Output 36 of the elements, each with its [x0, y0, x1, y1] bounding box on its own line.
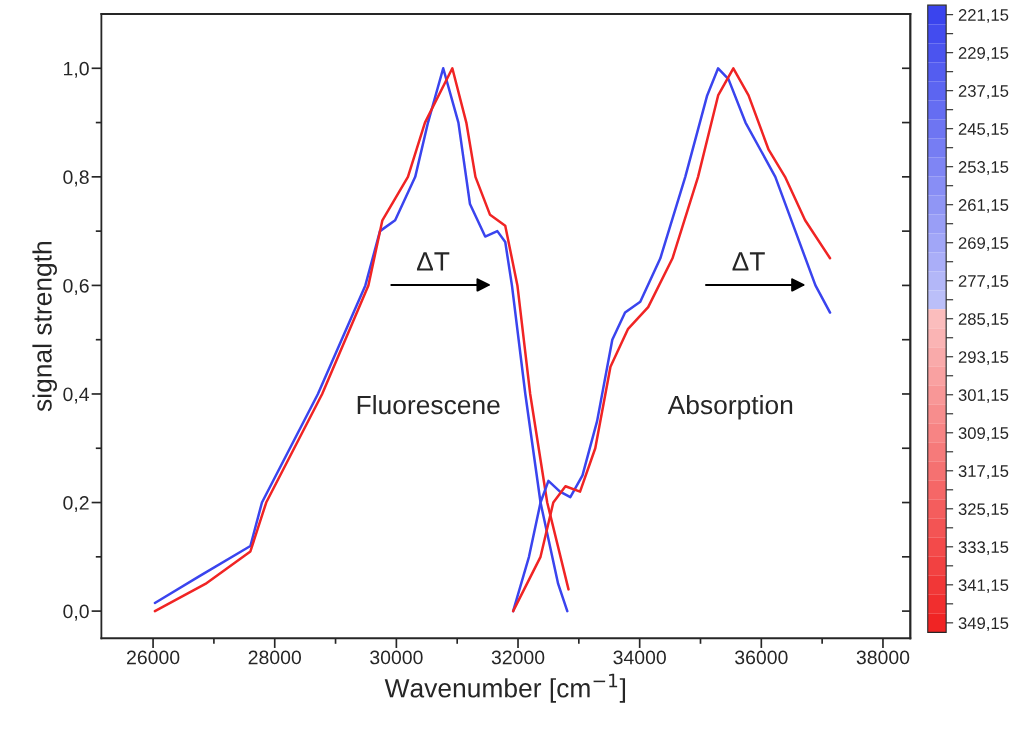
annotation: ΔT: [416, 252, 450, 271]
y-tick-label: 0,0: [63, 604, 89, 621]
color-bar-label: 277,15: [958, 275, 1009, 289]
color-bar-label: 245,15: [958, 123, 1009, 137]
color-bar-label: 301,15: [958, 389, 1009, 403]
x-tick-label: 26000: [127, 650, 180, 665]
x-tick-label: 28000: [248, 650, 301, 665]
color-bar-label: 261,15: [958, 199, 1009, 213]
annotation: ΔT: [732, 252, 765, 271]
color-bar-label: 341,15: [958, 579, 1009, 593]
color-bar-label: 309,15: [958, 427, 1009, 441]
y-tick-label: 0,6: [63, 278, 89, 295]
y-axis-title: signal strength: [32, 242, 57, 412]
color-bar-label: 269,15: [958, 237, 1009, 251]
color-bar-label: 325,15: [958, 503, 1009, 517]
color-bar-label: 221,15: [958, 9, 1009, 23]
color-bar-label: 317,15: [958, 465, 1009, 479]
color-bar-label: 349,15: [958, 617, 1009, 632]
y-tick-label: 0,8: [63, 170, 89, 187]
color-bar-label: 253,15: [958, 161, 1009, 175]
x-axis-title: Wavenumber [cm$^{−1}$]: [384, 673, 626, 703]
color-bar-label: 285,15: [958, 313, 1009, 327]
y-tick-label: 0,2: [63, 496, 89, 513]
color-bar-label: 229,15: [958, 47, 1009, 61]
x-tick-label: 36000: [735, 650, 788, 665]
color-bar-label: 293,15: [958, 351, 1009, 365]
x-tick-label: 34000: [613, 650, 666, 665]
annotation: Fluorescene: [357, 394, 500, 415]
x-tick-label: 32000: [491, 650, 545, 665]
color-bar-label: 333,15: [958, 541, 1009, 555]
y-tick-label: 0,4: [63, 387, 89, 404]
color-bar-label: 237,15: [958, 85, 1009, 99]
x-tick-label: 38000: [856, 650, 910, 665]
x-tick-label: 30000: [370, 650, 423, 665]
annotation: Absorption: [667, 394, 793, 420]
y-tick-label: 1,0: [64, 61, 89, 78]
